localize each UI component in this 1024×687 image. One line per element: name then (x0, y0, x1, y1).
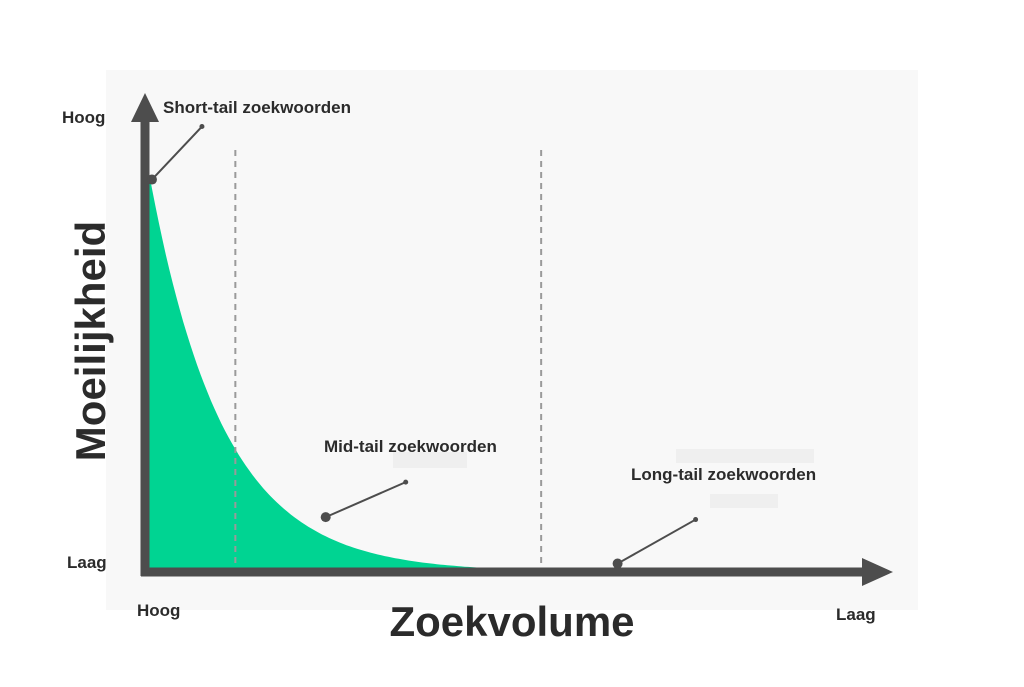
mid-tail-annotation: Mid-tail zoekwoorden (320, 437, 497, 523)
short-tail-leader-line (151, 125, 203, 181)
long-tail-point (612, 558, 623, 569)
x-axis-title: Zoekvolume (389, 598, 634, 645)
short-tail-leader-end (199, 124, 205, 130)
long-tail-label-highlight-top (676, 449, 814, 463)
mid-tail-leader-end (403, 479, 409, 485)
long-tail-label-highlight-bottom (710, 494, 778, 508)
long-tail-annotation: Long-tail zoekwoorden (612, 449, 816, 569)
y-tick-label-top: Hoog (62, 108, 105, 127)
mid-tail-label: Mid-tail zoekwoorden (324, 437, 497, 456)
mid-tail-leader-line (325, 481, 407, 519)
y-axis-title: Moeilijkheid (67, 221, 114, 461)
long-tail-leader-end (693, 517, 699, 523)
x-tick-label-end: Laag (836, 605, 876, 624)
short-tail-annotation: Short-tail zoekwoorden (146, 98, 351, 185)
difficulty-area (145, 150, 840, 572)
short-tail-label: Short-tail zoekwoorden (163, 98, 351, 117)
mid-tail-point (320, 512, 331, 523)
x-axis-arrowhead (862, 558, 893, 586)
y-tick-label-bottom: Laag (67, 553, 107, 572)
long-tail-label: Long-tail zoekwoorden (631, 465, 816, 484)
y-axis-arrowhead (131, 93, 159, 122)
x-tick-label-start: Hoog (137, 601, 180, 620)
long-tail-leader-line (617, 518, 697, 565)
short-tail-point (146, 174, 157, 185)
mid-tail-label-highlight (393, 452, 467, 468)
